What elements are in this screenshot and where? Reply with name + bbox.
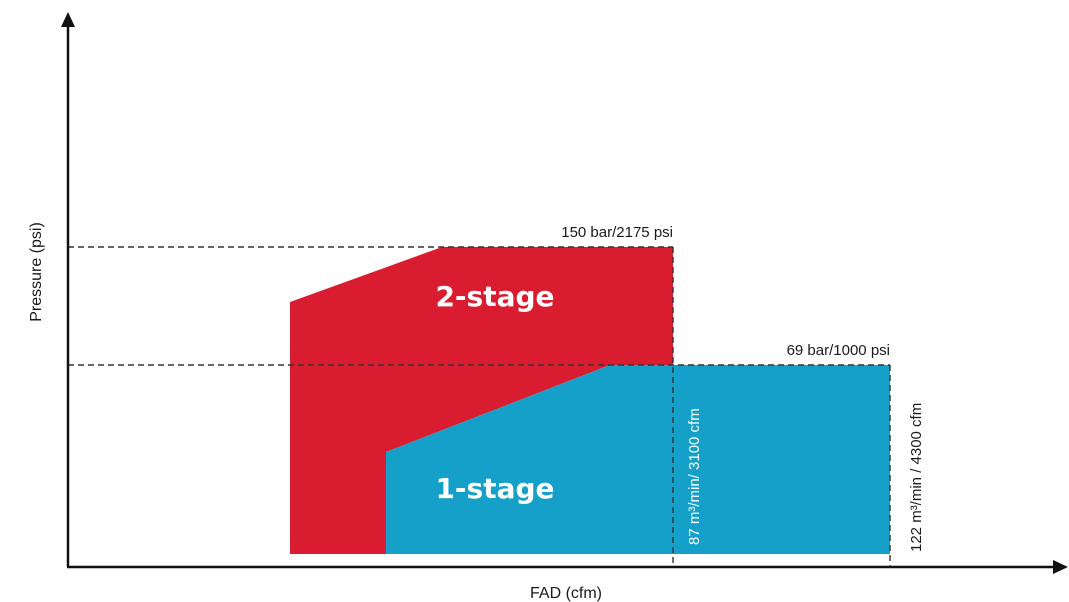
x-axis-arrow-icon: [1053, 560, 1068, 574]
two-stage-label: 2-stage: [435, 280, 554, 313]
one-stage-region: [386, 365, 890, 554]
y-axis-title: Pressure (psi): [28, 222, 45, 322]
two-stage-region: [290, 247, 673, 554]
y-axis-arrow-icon: [61, 12, 75, 27]
flow-limit-label-4300-cfm: 122 m³/min / 4300 cfm: [908, 403, 925, 552]
pressure-limit-label-69-bar: 69 bar/1000 psi: [787, 342, 890, 359]
one-stage-label: 1-stage: [435, 472, 554, 505]
pressure-limit-label-150-bar: 150 bar/2175 psi: [561, 224, 673, 241]
x-axis-title: FAD (cfm): [530, 585, 602, 602]
flow-limit-label-3100-cfm: 87 m³/min/ 3100 cfm: [686, 408, 703, 545]
